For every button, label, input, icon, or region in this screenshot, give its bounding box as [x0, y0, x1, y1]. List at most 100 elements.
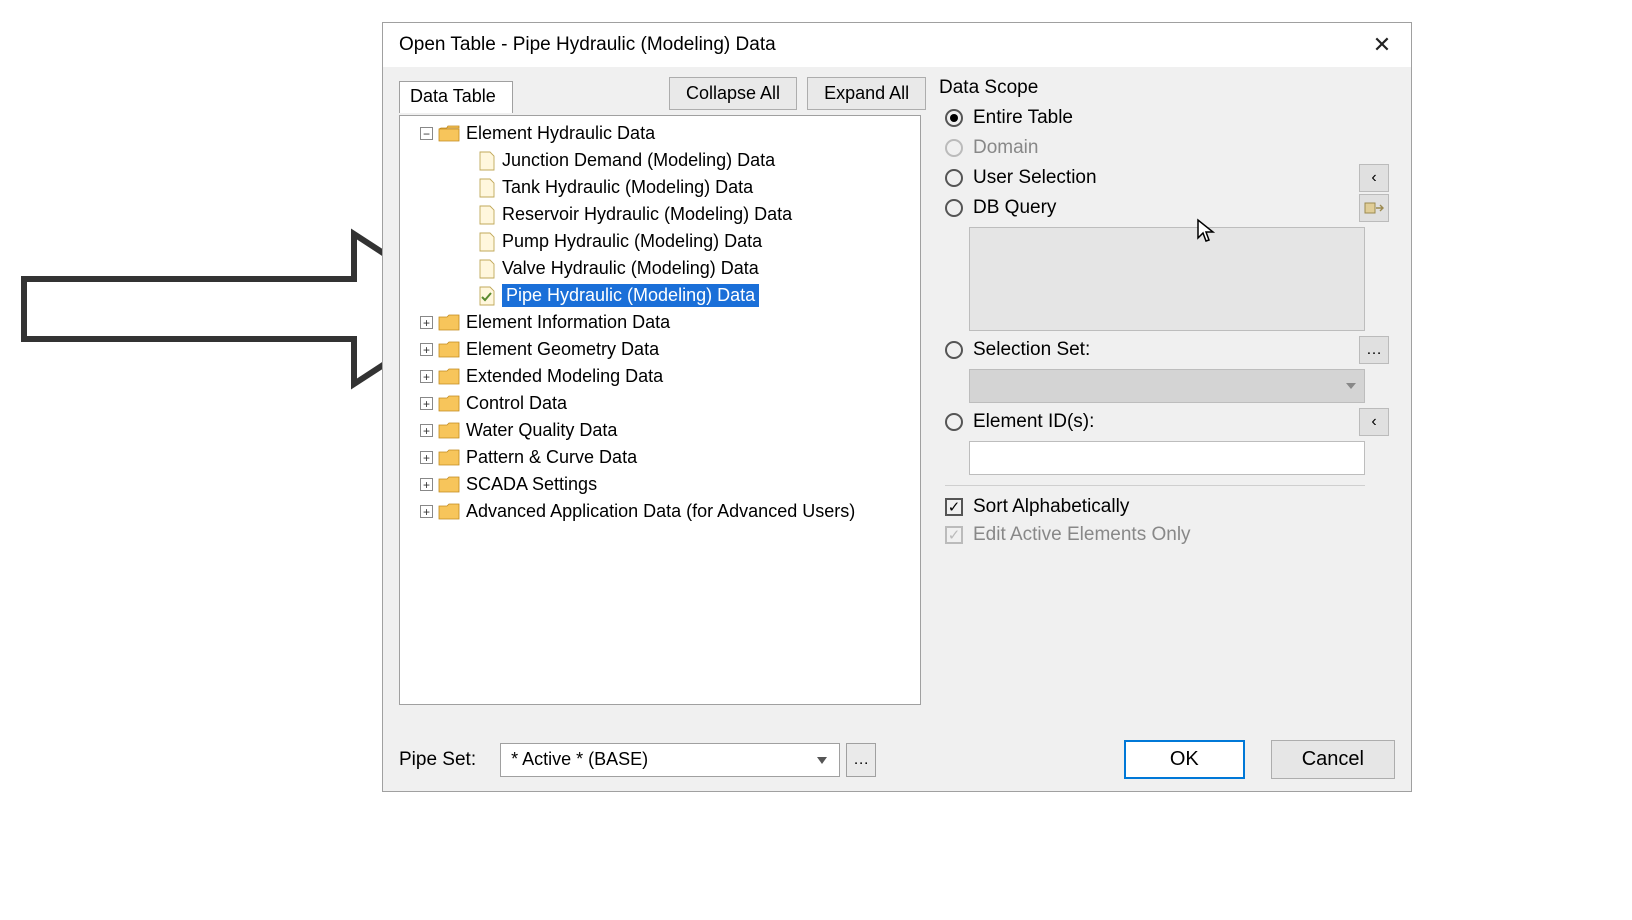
- folder-icon: [438, 314, 460, 331]
- radio-label: User Selection: [973, 167, 1097, 189]
- radio-label: Entire Table: [973, 107, 1073, 129]
- expander-plus-icon[interactable]: +: [420, 505, 433, 518]
- expander-plus-icon[interactable]: +: [420, 397, 433, 410]
- selection-set-browse-button[interactable]: …: [1359, 336, 1389, 364]
- cancel-button[interactable]: Cancel: [1271, 740, 1395, 779]
- element-ids-textbox[interactable]: [969, 441, 1365, 475]
- checkbox-icon: [945, 526, 963, 544]
- radio-icon: [945, 139, 963, 157]
- ok-button[interactable]: OK: [1124, 740, 1245, 779]
- pipe-set-label: Pipe Set:: [399, 749, 476, 771]
- pipe-set-value: * Active * (BASE): [511, 749, 648, 770]
- tree-item[interactable]: Pump Hydraulic (Modeling) Data: [400, 228, 920, 255]
- radio-label: Element ID(s):: [973, 411, 1094, 433]
- folder-icon: [438, 422, 460, 439]
- checkbox-label: Edit Active Elements Only: [973, 524, 1191, 546]
- pipe-set-browse-button[interactable]: …: [846, 743, 876, 777]
- tree-label: Pump Hydraulic (Modeling) Data: [502, 231, 762, 252]
- data-scope-title: Data Scope: [939, 77, 1389, 99]
- radio-entire-table[interactable]: Entire Table: [945, 107, 1389, 129]
- expander-plus-icon[interactable]: +: [420, 370, 433, 383]
- tree-folder[interactable]: + Pattern & Curve Data: [400, 444, 920, 471]
- tree-folder[interactable]: + Water Quality Data: [400, 417, 920, 444]
- radio-label: DB Query: [973, 197, 1056, 219]
- tree-folder[interactable]: + Element Information Data: [400, 309, 920, 336]
- tree-label: Water Quality Data: [466, 420, 617, 441]
- expand-all-button[interactable]: Expand All: [807, 77, 926, 110]
- tree-item[interactable]: Tank Hydraulic (Modeling) Data: [400, 174, 920, 201]
- tree-label-selected: Pipe Hydraulic (Modeling) Data: [502, 284, 759, 307]
- tree-label: Element Geometry Data: [466, 339, 659, 360]
- expander-plus-icon[interactable]: +: [420, 478, 433, 491]
- data-table-tree[interactable]: − Element Hydraulic Data Junction Demand…: [399, 115, 921, 705]
- tree-item-selected[interactable]: Pipe Hydraulic (Modeling) Data: [400, 282, 920, 309]
- db-query-textbox: [969, 227, 1365, 331]
- radio-icon: [945, 341, 963, 359]
- data-scope-panel: Data Scope Entire Table Domain User Sele…: [939, 77, 1389, 552]
- tree-folder[interactable]: + SCADA Settings: [400, 471, 920, 498]
- pipe-set-combo[interactable]: * Active * (BASE): [500, 743, 840, 777]
- expander-minus-icon[interactable]: −: [420, 127, 433, 140]
- tree-label: Pattern & Curve Data: [466, 447, 637, 468]
- file-icon: [478, 259, 496, 279]
- tab-data-table[interactable]: Data Table: [399, 81, 513, 113]
- user-selection-pick-button[interactable]: ‹: [1359, 164, 1389, 192]
- tree-folder-element-hydraulic-data[interactable]: − Element Hydraulic Data: [400, 120, 920, 147]
- expander-plus-icon[interactable]: +: [420, 343, 433, 356]
- expander-plus-icon[interactable]: +: [420, 424, 433, 437]
- radio-user-selection[interactable]: User Selection ‹: [945, 167, 1389, 189]
- folder-open-icon: [438, 125, 460, 142]
- tree-folder[interactable]: + Element Geometry Data: [400, 336, 920, 363]
- checkbox-label: Sort Alphabetically: [973, 496, 1129, 518]
- radio-label: Domain: [973, 137, 1038, 159]
- window-title: Open Table - Pipe Hydraulic (Modeling) D…: [399, 34, 776, 56]
- titlebar: Open Table - Pipe Hydraulic (Modeling) D…: [383, 23, 1411, 67]
- check-edit-active-elements: Edit Active Elements Only: [945, 524, 1389, 546]
- tree-label: Element Hydraulic Data: [466, 123, 655, 144]
- tree-folder[interactable]: + Extended Modeling Data: [400, 363, 920, 390]
- radio-icon: [945, 109, 963, 127]
- tree-item[interactable]: Junction Demand (Modeling) Data: [400, 147, 920, 174]
- check-sort-alphabetically[interactable]: Sort Alphabetically: [945, 496, 1389, 518]
- element-ids-pick-button[interactable]: ‹: [1359, 408, 1389, 436]
- db-query-build-button[interactable]: [1359, 194, 1389, 222]
- tree-label: Valve Hydraulic (Modeling) Data: [502, 258, 759, 279]
- folder-icon: [438, 368, 460, 385]
- radio-icon: [945, 199, 963, 217]
- expander-plus-icon[interactable]: +: [420, 451, 433, 464]
- tree-label: Reservoir Hydraulic (Modeling) Data: [502, 204, 792, 225]
- radio-element-ids[interactable]: Element ID(s): ‹: [945, 411, 1389, 433]
- tree-folder[interactable]: + Advanced Application Data (for Advance…: [400, 498, 920, 525]
- open-table-dialog: Open Table - Pipe Hydraulic (Modeling) D…: [382, 22, 1412, 792]
- tree-folder[interactable]: + Control Data: [400, 390, 920, 417]
- file-icon: [478, 205, 496, 225]
- tree-label: Control Data: [466, 393, 567, 414]
- selection-set-combo: [969, 369, 1365, 403]
- tree-label: SCADA Settings: [466, 474, 597, 495]
- tree-label: Junction Demand (Modeling) Data: [502, 150, 775, 171]
- tree-item[interactable]: Reservoir Hydraulic (Modeling) Data: [400, 201, 920, 228]
- folder-icon: [438, 476, 460, 493]
- file-icon: [478, 151, 496, 171]
- radio-icon: [945, 413, 963, 431]
- checkbox-icon: [945, 498, 963, 516]
- file-check-icon: [478, 286, 496, 306]
- radio-selection-set[interactable]: Selection Set: …: [945, 339, 1389, 361]
- radio-db-query[interactable]: DB Query: [945, 197, 1389, 219]
- radio-label: Selection Set:: [973, 339, 1090, 361]
- folder-icon: [438, 449, 460, 466]
- tree-label: Element Information Data: [466, 312, 670, 333]
- folder-icon: [438, 341, 460, 358]
- expander-plus-icon[interactable]: +: [420, 316, 433, 329]
- radio-icon: [945, 169, 963, 187]
- folder-icon: [438, 503, 460, 520]
- folder-icon: [438, 395, 460, 412]
- divider: [945, 485, 1365, 486]
- radio-domain: Domain: [945, 137, 1389, 159]
- close-icon[interactable]: ✕: [1367, 30, 1397, 60]
- tree-item[interactable]: Valve Hydraulic (Modeling) Data: [400, 255, 920, 282]
- collapse-all-button[interactable]: Collapse All: [669, 77, 797, 110]
- file-icon: [478, 232, 496, 252]
- tree-label: Extended Modeling Data: [466, 366, 663, 387]
- file-icon: [478, 178, 496, 198]
